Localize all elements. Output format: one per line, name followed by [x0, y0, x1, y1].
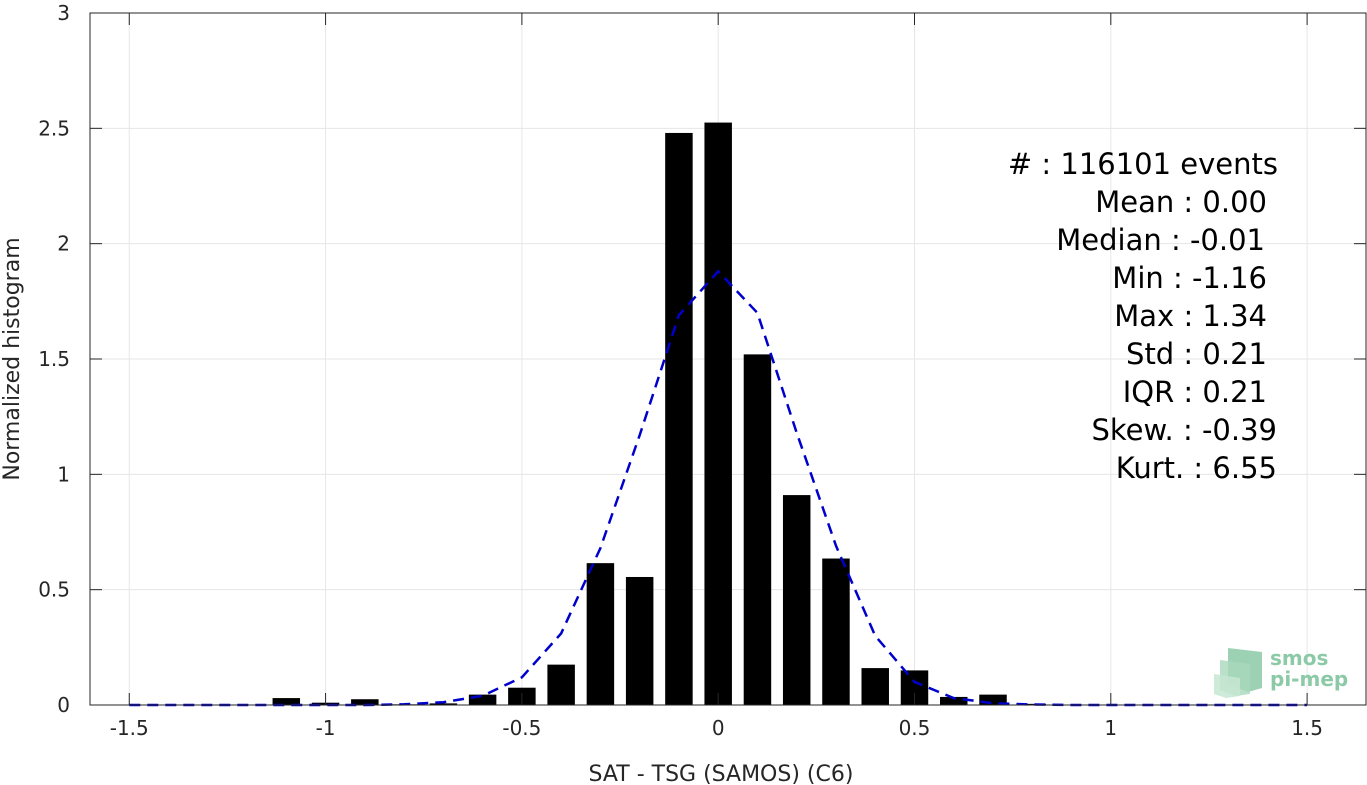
y-tick-label: 0.5 [38, 578, 70, 602]
histogram-bar [979, 694, 1007, 705]
y-tick-label: 3 [57, 1, 70, 25]
x-tick-label: 1 [1104, 716, 1117, 740]
logo-line2: pi-mep [1270, 667, 1348, 691]
histogram-bar [625, 576, 654, 705]
logo-mark-icon [1214, 648, 1262, 698]
histogram-bar [782, 495, 811, 705]
histogram-bar [743, 354, 772, 705]
x-tick-label: 0 [712, 716, 725, 740]
stat-line: Min : -1.16 [1112, 261, 1267, 295]
y-axis-label: Normalized histogram [0, 237, 25, 480]
stat-line: IQR : 0.21 [1123, 375, 1267, 409]
stat-line: Mean : 0.00 [1095, 185, 1267, 219]
smos-pimep-logo: smos pi-mep [1214, 646, 1348, 698]
y-tick-label: 1 [57, 462, 70, 486]
histogram-bar [429, 703, 458, 705]
statistics-annotation: # : 116101 events Mean : 0.00 Median : -0.… [1008, 147, 1278, 485]
histogram-bar [822, 558, 850, 705]
histogram-bar [665, 132, 693, 706]
histogram-bar [272, 698, 301, 705]
histogram-bar [468, 694, 497, 705]
y-tick-labels: 0 0.5 1 1.5 2 2.5 3 [38, 1, 70, 717]
x-tick-label: 0.5 [899, 716, 931, 740]
y-tick-label: 0 [57, 693, 70, 717]
stat-line: Median : -0.01 [1056, 223, 1265, 257]
stat-line: Kurt. : 6.55 [1116, 451, 1277, 485]
histogram-bar [547, 664, 575, 705]
logo-line1: smos [1270, 646, 1328, 670]
histogram-bar [940, 696, 968, 705]
x-tick-labels: -1.5 -1 -0.5 0 0.5 1 1.5 [110, 716, 1323, 740]
histogram-bar [351, 699, 379, 705]
histogram-bar [704, 122, 732, 706]
stat-line: # : 116101 events [1008, 147, 1278, 181]
x-axis-label: SAT - TSG (SAMOS) (C6) [589, 762, 854, 785]
x-tick-label: -1.5 [110, 716, 149, 740]
stat-line: Skew. : -0.39 [1091, 413, 1277, 447]
histogram-bar [861, 668, 889, 705]
stat-line: Std : 0.21 [1126, 337, 1267, 371]
y-tick-label: 2 [57, 232, 70, 256]
histogram-bar [1018, 703, 1047, 705]
x-tick-label: -0.5 [502, 716, 541, 740]
x-tick-label: -1 [316, 716, 336, 740]
y-tick-label: 2.5 [38, 116, 70, 140]
axis-ticks [90, 12, 1366, 706]
y-tick-label: 1.5 [38, 347, 70, 371]
stat-line: Max : 1.34 [1114, 299, 1267, 333]
histogram-bar [586, 563, 615, 705]
histogram-bars [272, 122, 1047, 706]
x-tick-label: 1.5 [1291, 716, 1323, 740]
